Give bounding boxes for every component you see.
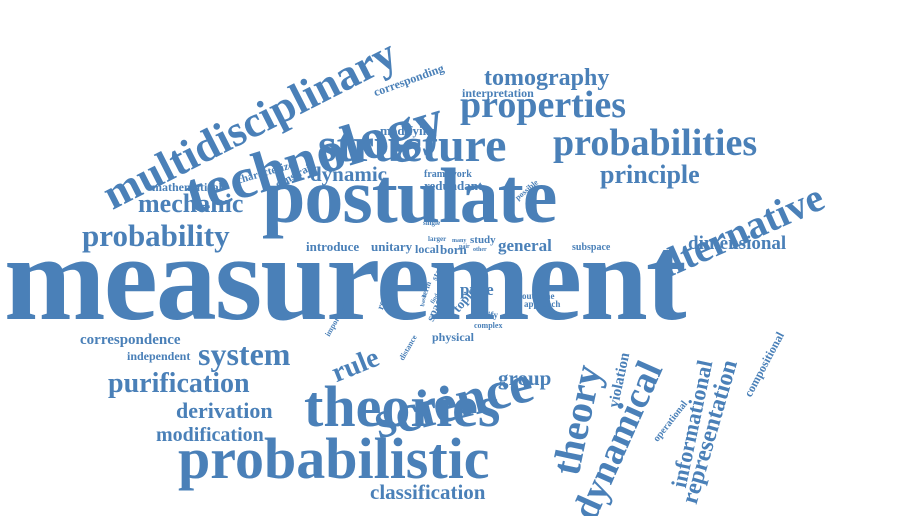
word-theories: theories — [304, 374, 501, 439]
word-framework: framework — [424, 169, 472, 180]
word-modifying: modifying — [380, 123, 437, 138]
word-probabilistic: probabilistic — [178, 426, 490, 491]
word-tomography: tomography — [484, 65, 610, 91]
word-introduce: introduce — [306, 239, 360, 254]
word-classification: classification — [370, 480, 486, 504]
word-measurement: measurement — [4, 211, 686, 346]
word-other: other — [473, 247, 487, 253]
word-subspace: subspace — [572, 242, 611, 253]
word-unitary: unitary — [371, 239, 413, 254]
word-dimensional: dimensional — [688, 233, 787, 254]
word-interpretation: interpretation — [462, 86, 534, 100]
word-modification: modification — [156, 424, 264, 446]
word-probability: probability — [82, 218, 230, 253]
word-local: local — [415, 242, 439, 256]
word-principle: principle — [600, 160, 700, 189]
word-single: single — [423, 219, 441, 227]
word-physical: physical — [432, 330, 475, 344]
word-properties: properties — [460, 84, 627, 126]
word-independent: independent — [127, 349, 191, 363]
word-derivation: derivation — [176, 398, 273, 423]
word-classify: classify — [470, 310, 498, 320]
word-study: study — [470, 234, 496, 246]
word-mechanic: mechanic — [138, 189, 244, 218]
word-probabilities: probabilities — [553, 122, 758, 164]
word-general: general — [498, 236, 552, 255]
word-born: born — [440, 242, 467, 257]
word-larger: larger — [428, 235, 447, 243]
word-group: group — [498, 366, 552, 390]
word-purification: purification — [108, 368, 250, 399]
word-pure: pure — [460, 280, 494, 299]
word-redundant: redundant — [424, 178, 483, 193]
word-approach: approach — [524, 299, 561, 309]
word-mathematical: mathematical — [152, 180, 222, 194]
word-correspondence: correspondence — [80, 332, 181, 348]
word-postulate: postulate — [262, 152, 557, 239]
word-compositional: compositional — [741, 329, 787, 400]
word-pair: pair — [459, 244, 470, 250]
word-outcome: outcome — [522, 291, 555, 301]
word-many: many — [452, 238, 467, 244]
word-structure: structure — [318, 119, 507, 172]
word-l: l — [407, 285, 417, 288]
word-system: system — [198, 336, 291, 372]
word-complex: complex — [474, 321, 503, 330]
word-dynamic: dynamic — [310, 162, 388, 186]
